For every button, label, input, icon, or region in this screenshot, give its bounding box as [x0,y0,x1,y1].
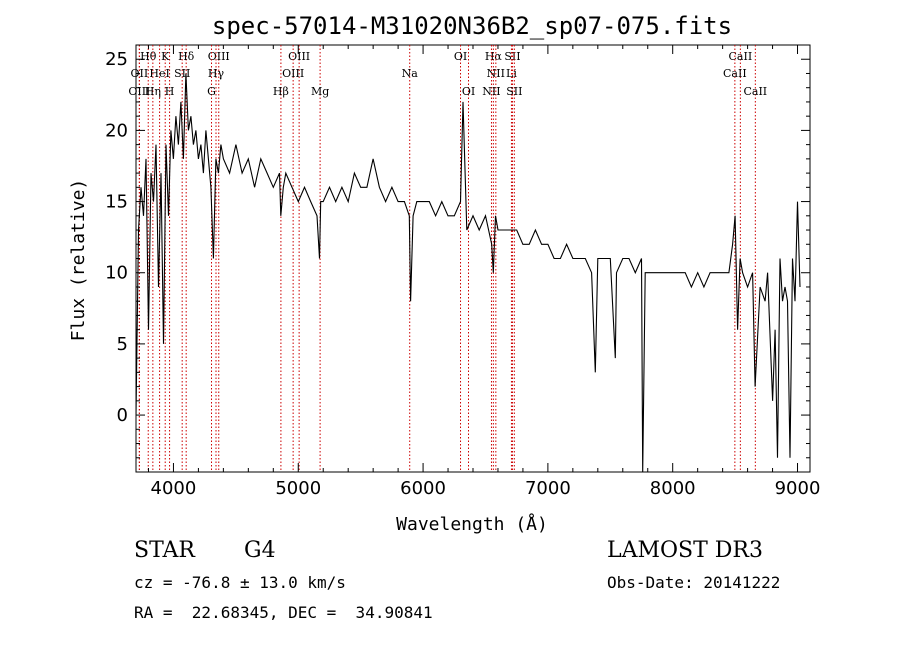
line-label-3: K [161,50,170,63]
line-label-2: OIII [128,85,150,98]
line-label-8: H [165,85,175,98]
line-label-16: Na [402,67,419,80]
y-tick-label-1: 5 [117,334,128,355]
line-label-23: NII [482,85,500,98]
line-label-25: CaII [729,50,753,63]
line-label-13: OIII [282,67,304,80]
line-label-9: OIII [208,50,230,63]
line-label-18: OI [462,85,475,98]
chart-title: spec-57014-M31020N36B2_sp07-075.fits [212,12,732,40]
plot-frame [135,44,811,473]
x-tick-label-1: 5000 [275,478,321,499]
x-tick-label-3: 7000 [525,478,571,499]
line-label-27: CaII [743,85,767,98]
line-label-6: Hδ [178,50,195,63]
line-label-12: OIII [288,50,310,63]
line-label-4: HeI [149,67,169,80]
y-tick-label-4: 20 [105,120,128,141]
spectrum-line [136,73,801,472]
object-class: STAR [134,538,195,563]
y-tick-label-5: 25 [105,49,128,70]
x-axis-label: Wavelength (Å) [396,513,548,535]
y-tick-label-3: 15 [105,192,128,213]
survey-name: LAMOST DR3 [607,538,763,563]
x-tick-label-5: 9000 [775,478,821,499]
object-subclass: G4 [244,538,276,563]
y-axis-label: Flux (relative) [68,179,89,342]
line-label-7: SII [174,67,190,80]
line-label-17: OI [454,50,467,63]
line-label-5: Hη [145,85,161,98]
line-label-11: G [207,85,216,98]
y-tick-label-0: 0 [117,405,128,426]
line-label-26: CaII [723,67,747,80]
coordinates-readout: RA = 22.68345, DEC = 34.90841 [134,603,433,622]
line-label-0: Hθ [140,50,157,63]
line-label-22: Li [506,67,517,80]
line-label-15: Mg [311,85,329,98]
line-label-19: Hα [485,50,503,63]
x-tick-label-0: 4000 [151,478,197,499]
line-label-14: Hβ [273,85,289,98]
x-tick-label-4: 8000 [650,478,696,499]
x-tick-label-2: 6000 [400,478,446,499]
line-label-21: NII [487,67,505,80]
line-label-24: SII [506,85,522,98]
observation-date: Obs-Date: 20141222 [607,573,781,592]
line-label-10: Hγ [208,67,225,80]
line-label-20: SII [504,50,520,63]
redshift-readout: cz = -76.8 ± 13.0 km/s [134,573,346,592]
y-tick-label-2: 10 [105,263,128,284]
